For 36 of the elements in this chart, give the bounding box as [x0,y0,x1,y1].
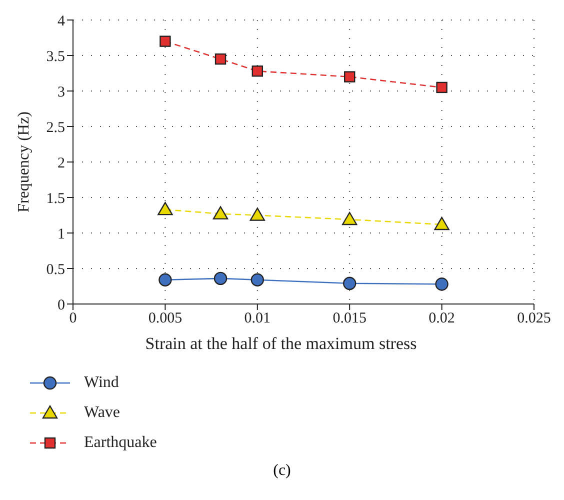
point [344,71,356,82]
y-tick-label: 1.5 [46,190,65,207]
y-tick-label: 3 [58,84,65,100]
point [158,202,173,216]
point [343,276,356,290]
point [160,36,171,47]
y-tick-label: 4 [58,13,66,30]
y-tick-label: 2 [58,155,65,172]
text: (c) [272,462,292,480]
legend-label: Wind [84,374,119,392]
legend-label: Earthquake [84,434,157,452]
point [342,212,358,226]
legend-label: Wave [84,404,120,422]
point [434,216,450,230]
x-tick-label: 0.005 [148,310,182,327]
point [250,208,265,221]
x-tick-label: 0.01 [244,310,271,327]
point [435,278,448,291]
y-tick-label: 1 [58,226,65,242]
y-tick-label: 2.5 [46,120,65,136]
y-tick-label: 0 [58,297,65,314]
point [158,273,172,286]
point [252,66,263,77]
point [212,206,228,220]
x-tick-label: 0.015 [332,310,366,327]
y-tick-label: 0.5 [46,262,65,278]
point [214,53,226,65]
x-tick-label: 0 [69,310,77,327]
x-tick-label: 0.025 [517,310,551,327]
y-axis-title: Frequency (Hz) [16,112,33,212]
x-axis-title: Strain at the half of the maximum stress [144,334,418,354]
point [214,272,228,286]
y-tick-label: 3.5 [46,48,65,65]
x-tick-label: 0.02 [428,310,455,327]
point [436,82,448,94]
point [250,273,264,286]
